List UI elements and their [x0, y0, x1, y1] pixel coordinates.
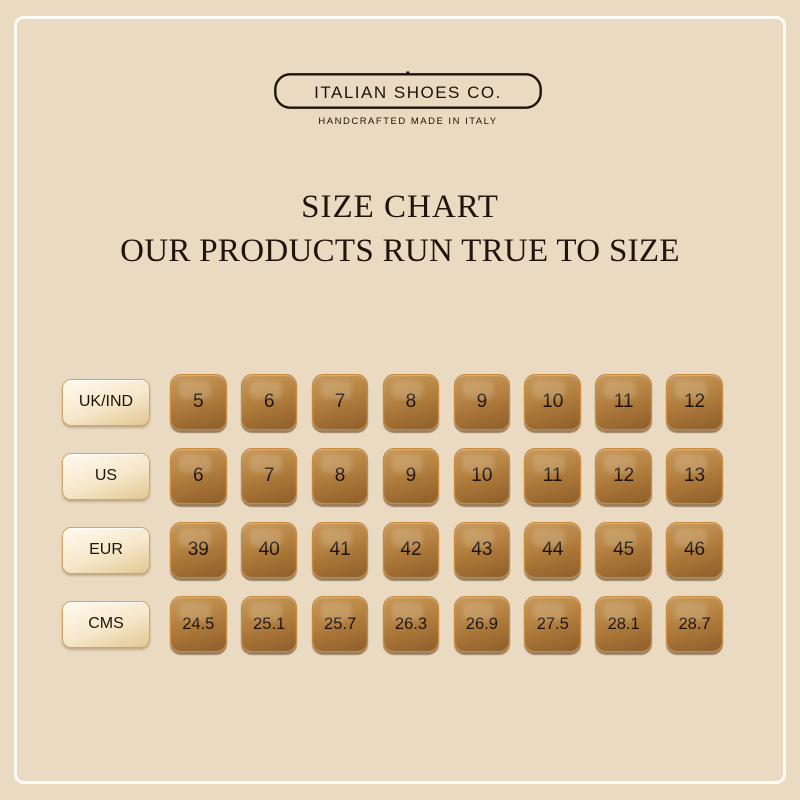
- svg-text:ITALIAN SHOES CO.: ITALIAN SHOES CO.: [314, 83, 502, 102]
